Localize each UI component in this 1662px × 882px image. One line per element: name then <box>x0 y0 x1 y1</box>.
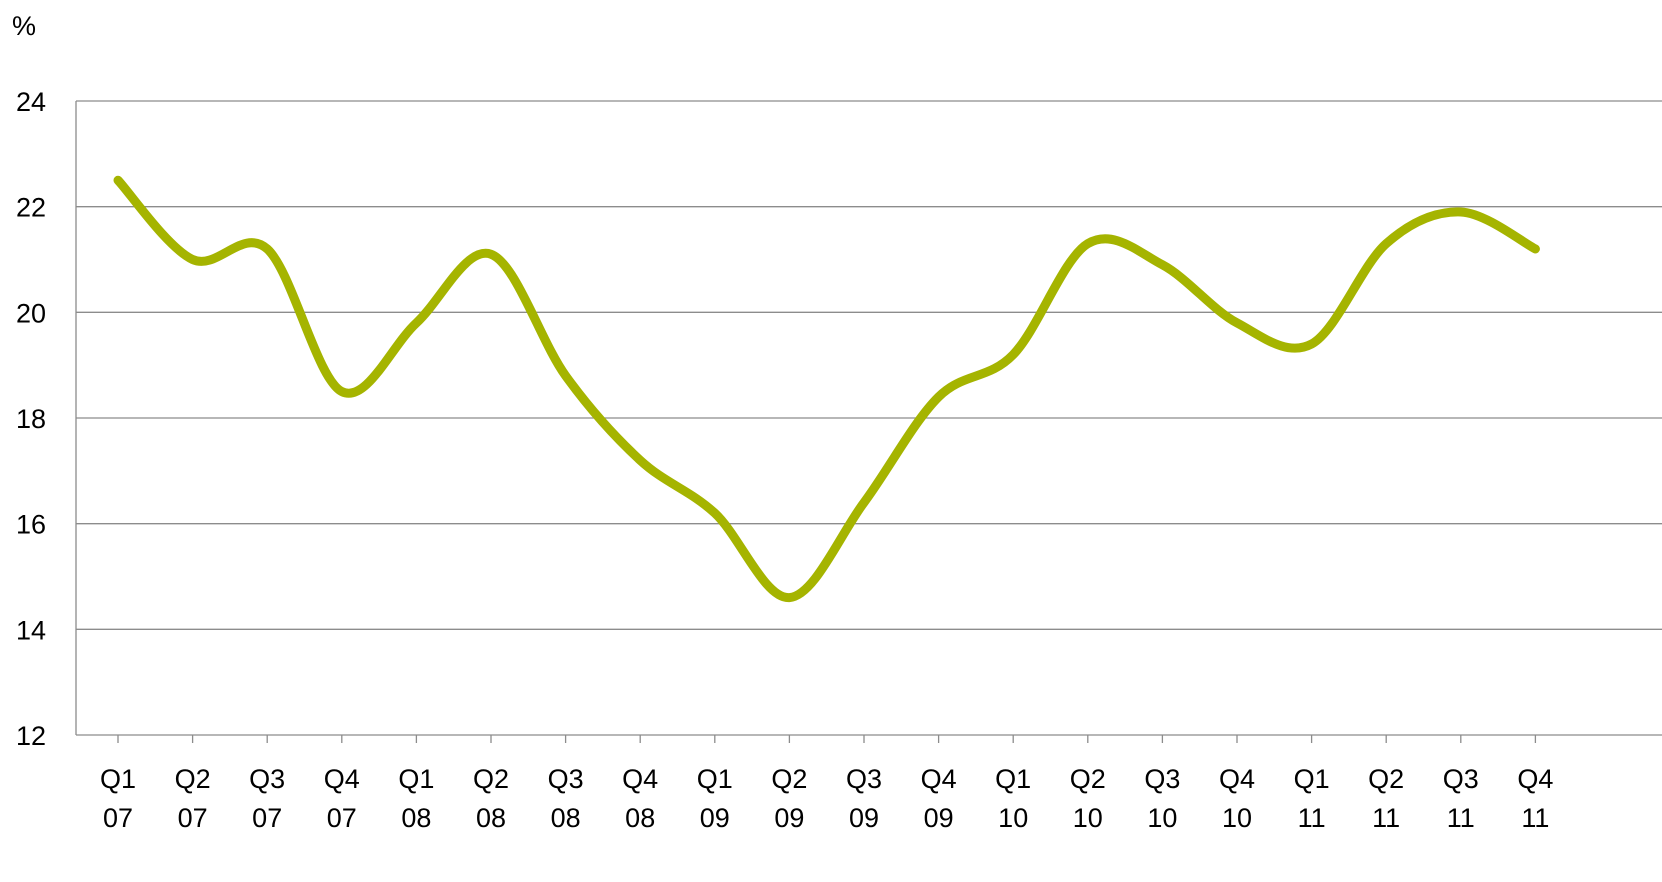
x-tick-label-year: 10 <box>1073 803 1103 833</box>
x-tick-label-year: 11 <box>1298 803 1326 833</box>
x-tick-label-year: 09 <box>849 803 879 833</box>
data-point <box>337 387 346 396</box>
x-tick-label-quarter: Q4 <box>622 764 658 794</box>
y-axis-unit-label: % <box>12 11 36 41</box>
data-point <box>785 593 794 602</box>
x-tick-label-quarter: Q2 <box>1368 764 1404 794</box>
x-tick-label-quarter: Q1 <box>995 764 1031 794</box>
x-tick-label-quarter: Q3 <box>1144 764 1180 794</box>
x-tick-label-quarter: Q4 <box>324 764 360 794</box>
x-tick-label-year: 07 <box>327 803 357 833</box>
data-point <box>1158 260 1167 269</box>
data-point <box>487 250 496 259</box>
x-tick-label-year: 11 <box>1447 803 1475 833</box>
data-point <box>636 456 645 465</box>
x-tick-label-year: 07 <box>103 803 133 833</box>
x-tick-label-quarter: Q1 <box>697 764 733 794</box>
x-tick-label-year: 09 <box>924 803 954 833</box>
series-line <box>113 175 1540 603</box>
y-tick-label: 16 <box>16 510 46 540</box>
x-tick-label-year: 10 <box>1222 803 1252 833</box>
y-tick-label: 14 <box>16 615 46 645</box>
y-tick-label: 20 <box>16 298 46 328</box>
x-tick-label-quarter: Q1 <box>398 764 434 794</box>
data-point <box>263 244 272 253</box>
x-tick-label-quarter: Q3 <box>846 764 882 794</box>
x-tick-label-year: 08 <box>476 803 506 833</box>
y-axis-tick-labels: 12 14 16 18 20 22 24 <box>16 87 46 751</box>
data-point <box>860 498 869 507</box>
x-tick-label-quarter: Q4 <box>1517 764 1553 794</box>
gridlines <box>76 100 1662 630</box>
x-tick-label-year: 10 <box>1147 803 1177 833</box>
data-point <box>710 509 719 518</box>
x-tick-label-quarter: Q2 <box>175 764 211 794</box>
data-point <box>1083 239 1092 248</box>
x-tick-label-year: 08 <box>551 803 581 833</box>
data-point <box>114 176 123 185</box>
x-axis-ticks <box>117 735 1537 743</box>
x-tick-label-year: 10 <box>998 803 1028 833</box>
x-tick-label-quarter: Q3 <box>1443 764 1479 794</box>
y-tick-label: 18 <box>16 404 46 434</box>
x-tick-label-year: 09 <box>700 803 730 833</box>
y-tick-label: 24 <box>16 87 46 117</box>
x-tick-label-quarter: Q3 <box>548 764 584 794</box>
x-tick-label-year: 08 <box>625 803 655 833</box>
data-point <box>1009 350 1018 359</box>
x-tick-label-quarter: Q4 <box>1219 764 1255 794</box>
y-tick-label: 22 <box>16 193 46 223</box>
x-tick-label-quarter: Q2 <box>771 764 807 794</box>
data-point <box>1233 318 1242 327</box>
data-point <box>412 318 421 327</box>
data-point <box>1307 340 1316 349</box>
data-point <box>1531 244 1540 253</box>
data-point <box>934 392 943 401</box>
x-tick-label-quarter: Q3 <box>249 764 285 794</box>
x-tick-label-quarter: Q2 <box>473 764 509 794</box>
x-tick-label-year: 08 <box>401 803 431 833</box>
data-point <box>188 255 197 264</box>
x-tick-label-year: 07 <box>178 803 208 833</box>
x-tick-label-quarter: Q1 <box>100 764 136 794</box>
data-point <box>1456 207 1465 216</box>
x-tick-label-year: 11 <box>1372 803 1400 833</box>
x-tick-label-year: 11 <box>1521 803 1549 833</box>
x-tick-label-year: 07 <box>252 803 282 833</box>
data-point <box>561 371 570 380</box>
data-points <box>114 176 1540 602</box>
x-tick-label-quarter: Q4 <box>921 764 957 794</box>
x-axis-tick-labels: Q1 07 Q2 07 Q3 07 Q4 07 Q1 08 Q2 08 Q3 08 Q4 08 Q1 09 Q2 09… <box>100 764 1553 833</box>
x-tick-label-year: 09 <box>774 803 804 833</box>
x-tick-label-quarter: Q2 <box>1070 764 1106 794</box>
x-tick-label-quarter: Q1 <box>1294 764 1330 794</box>
y-tick-label: 12 <box>16 721 46 751</box>
data-point <box>1382 239 1391 248</box>
